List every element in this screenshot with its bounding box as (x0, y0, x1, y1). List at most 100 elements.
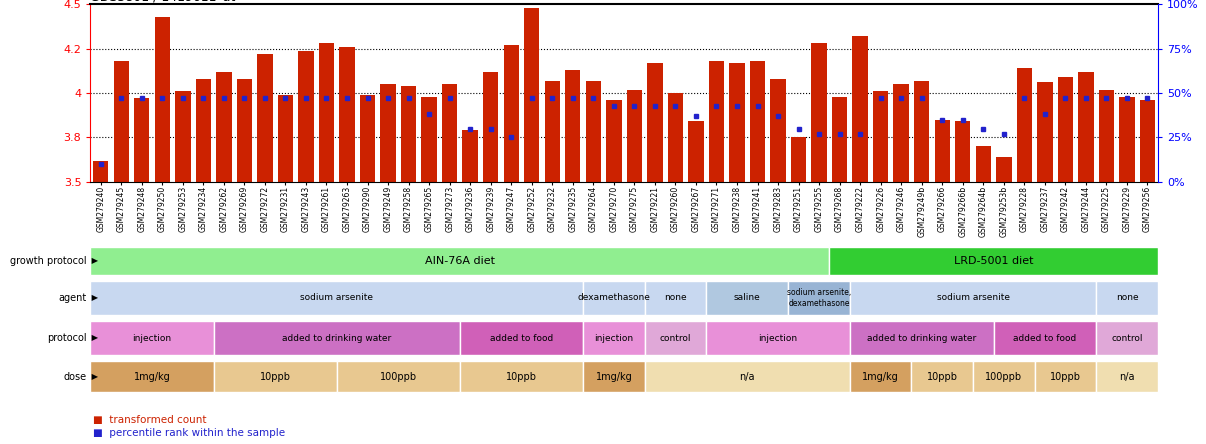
Text: 10ppb: 10ppb (926, 372, 958, 381)
Text: control: control (1111, 333, 1143, 342)
Bar (668, 93, 683, 182)
Bar (709, 61, 724, 182)
Text: agent: agent (59, 293, 87, 303)
Bar (257, 54, 273, 182)
Text: control: control (660, 333, 691, 342)
Text: none: none (1116, 293, 1138, 302)
Bar (525, 8, 539, 182)
Bar (93, 161, 109, 182)
Bar (216, 72, 232, 182)
Text: 10ppb: 10ppb (507, 372, 537, 381)
Text: sodium arsenite: sodium arsenite (937, 293, 1009, 302)
Bar (648, 63, 662, 182)
Bar (830, 246, 1158, 275)
Bar (90, 361, 213, 392)
Bar (1096, 281, 1158, 315)
Bar (1078, 72, 1094, 182)
Bar (996, 157, 1012, 182)
Text: 100ppb: 100ppb (985, 372, 1023, 381)
Bar (504, 45, 519, 182)
Bar (645, 321, 707, 355)
Bar (175, 91, 191, 182)
Bar (482, 72, 498, 182)
Bar (400, 86, 416, 182)
Bar (1096, 361, 1158, 392)
Bar (707, 281, 789, 315)
Bar (912, 361, 973, 392)
Text: 10ppb: 10ppb (259, 372, 291, 381)
Bar (750, 61, 766, 182)
Bar (1035, 361, 1096, 392)
Bar (1037, 83, 1053, 182)
Bar (812, 44, 827, 182)
Text: injection: injection (133, 333, 171, 342)
Text: ▶: ▶ (89, 257, 99, 266)
Bar (236, 79, 252, 182)
Bar (832, 97, 848, 182)
Bar (154, 17, 170, 182)
Bar (730, 63, 744, 182)
Bar (973, 361, 1035, 392)
Bar (459, 321, 582, 355)
Bar (1099, 90, 1114, 182)
Text: ▶: ▶ (89, 293, 99, 302)
Text: dose: dose (64, 372, 87, 381)
Text: 1mg/kg: 1mg/kg (134, 372, 170, 381)
Bar (339, 47, 355, 182)
Bar (645, 281, 707, 315)
Bar (873, 91, 889, 182)
Text: 100ppb: 100ppb (380, 372, 417, 381)
Bar (359, 95, 375, 182)
Text: dexamethasone: dexamethasone (578, 293, 650, 302)
Bar (277, 95, 293, 182)
Bar (707, 321, 850, 355)
Bar (441, 84, 457, 182)
Text: LRD-5001 diet: LRD-5001 diet (954, 256, 1034, 266)
Bar (586, 81, 601, 182)
Text: protocol: protocol (47, 333, 87, 343)
Bar (582, 361, 645, 392)
Text: 1mg/kg: 1mg/kg (862, 372, 898, 381)
Bar (113, 61, 129, 182)
Text: growth protocol: growth protocol (10, 256, 87, 266)
Bar (582, 321, 645, 355)
Bar (645, 361, 850, 392)
Bar (459, 361, 582, 392)
Text: injection: injection (595, 333, 633, 342)
Bar (90, 246, 830, 275)
Text: 1mg/kg: 1mg/kg (596, 372, 632, 381)
Bar (914, 81, 930, 182)
Bar (545, 81, 560, 182)
Bar (1096, 321, 1158, 355)
Text: sodium arsenite,
dexamethasone: sodium arsenite, dexamethasone (788, 288, 851, 308)
Text: ■  transformed count: ■ transformed count (93, 415, 206, 424)
Text: n/a: n/a (739, 372, 755, 381)
Text: injection: injection (759, 333, 797, 342)
Bar (955, 122, 971, 182)
Text: GDS3801 / 1419611_at: GDS3801 / 1419611_at (90, 0, 236, 3)
Bar (566, 70, 580, 182)
Text: n/a: n/a (1119, 372, 1135, 381)
Text: none: none (665, 293, 686, 302)
Text: added to drinking water: added to drinking water (282, 333, 392, 342)
Bar (853, 36, 868, 182)
Bar (195, 79, 211, 182)
Text: ■  percentile rank within the sample: ■ percentile rank within the sample (93, 428, 285, 438)
Bar (771, 79, 786, 182)
Bar (134, 99, 150, 182)
Text: added to drinking water: added to drinking water (867, 333, 977, 342)
Bar (582, 281, 645, 315)
Text: AIN-76A diet: AIN-76A diet (425, 256, 494, 266)
Bar (789, 281, 850, 315)
Bar (791, 138, 807, 182)
Text: ▶: ▶ (89, 333, 99, 342)
Bar (213, 321, 459, 355)
Bar (850, 361, 912, 392)
Bar (318, 44, 334, 182)
Text: 10ppb: 10ppb (1050, 372, 1081, 381)
Bar (213, 361, 336, 392)
Bar (894, 84, 909, 182)
Bar (90, 281, 582, 315)
Bar (336, 361, 459, 392)
Bar (298, 51, 314, 182)
